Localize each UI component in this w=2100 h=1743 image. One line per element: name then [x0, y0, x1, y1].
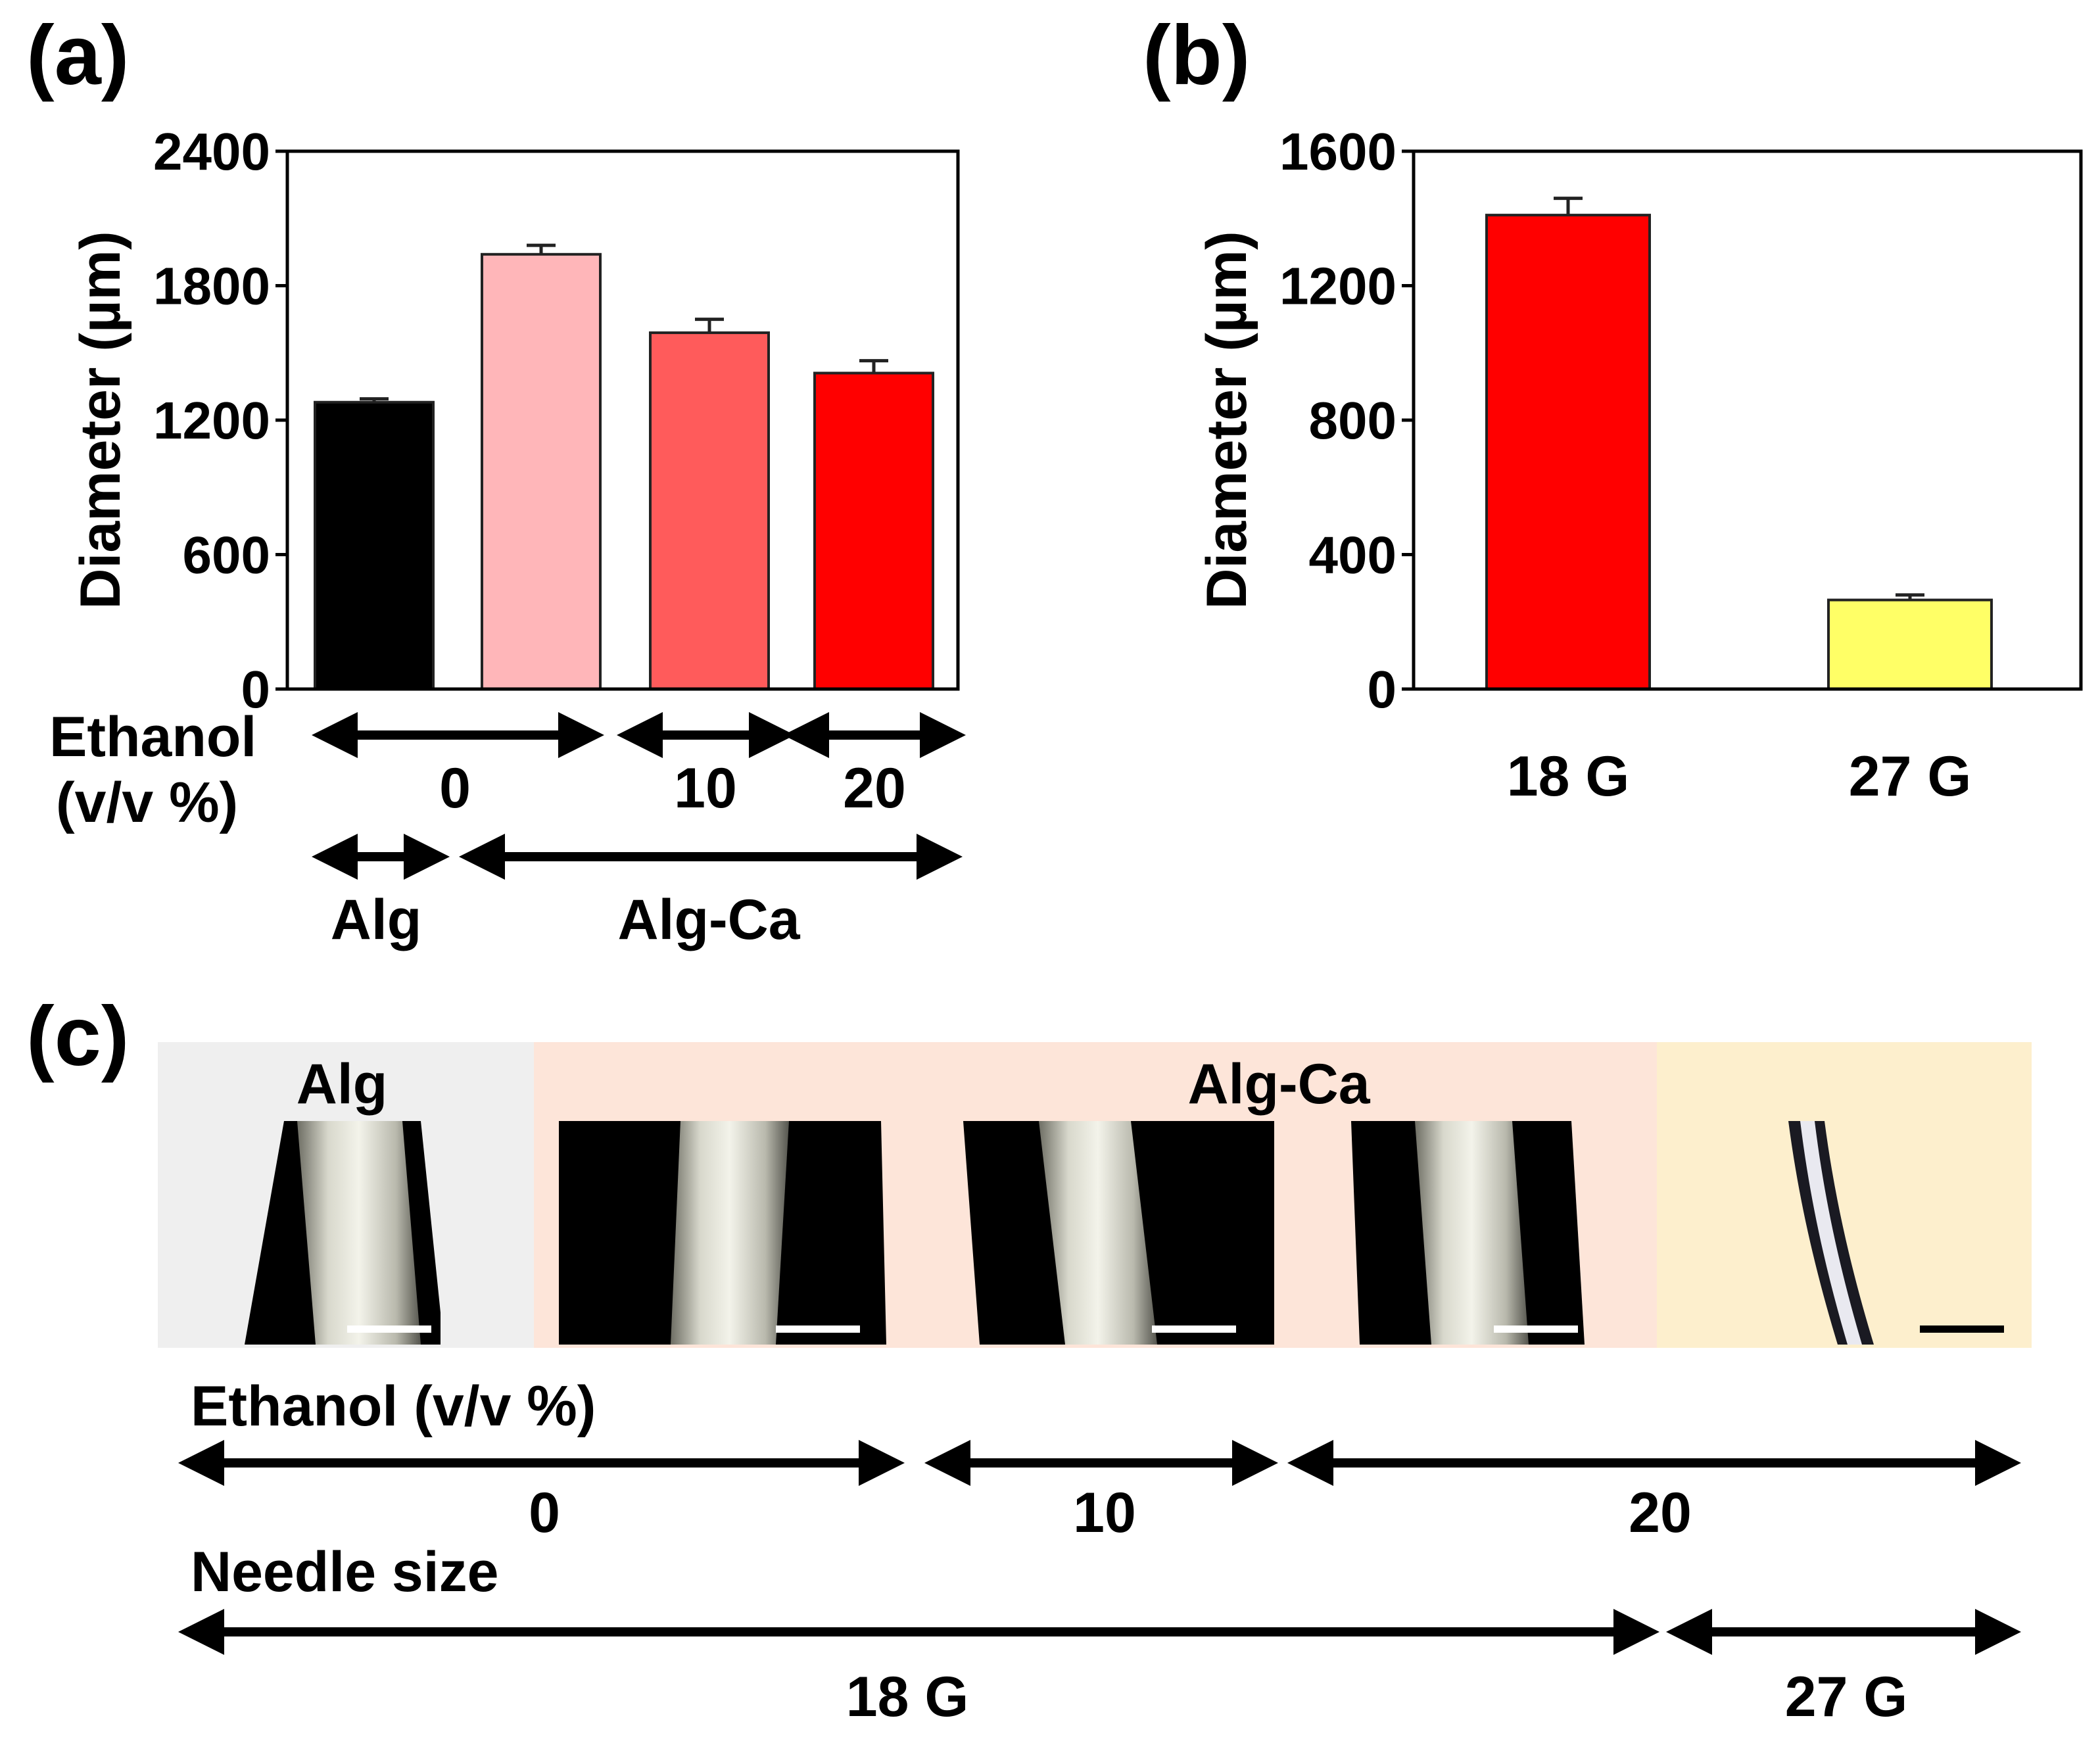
scale-bar [347, 1325, 431, 1333]
scale-bar [1920, 1325, 2004, 1333]
category-label: 27 G [1849, 745, 1971, 808]
panel-c-label: (c) [26, 990, 129, 1084]
material-group-alg-ca: Alg-Ca [617, 888, 800, 951]
plot-frame [1412, 149, 2083, 691]
bar [1827, 598, 1993, 690]
micrograph-group-alg-ca: Alg-Ca [1187, 1053, 1370, 1116]
y-tick-label: 0 [1368, 660, 1397, 719]
y-tick-label: 800 [1309, 391, 1396, 450]
bar [649, 331, 770, 690]
micrograph-alg-ca-10 [952, 1121, 1274, 1345]
category-label: 18 G [1507, 745, 1629, 808]
ethanol-label-line2: (v/v %) [56, 771, 238, 834]
panel-b-label: (b) [1143, 9, 1250, 103]
plot-frame [285, 149, 960, 691]
bar [314, 400, 435, 690]
needle-group-27g: 27 G [1785, 1665, 1907, 1729]
bar [481, 252, 602, 690]
ethanol-group-20: 20 [1629, 1481, 1692, 1544]
panel-a-chart: 0 600 1200 1800 2400 Diameter (µm) [69, 122, 960, 719]
ethanol-group-0: 0 [439, 757, 471, 820]
material-group-alg: Alg [331, 888, 422, 951]
micrograph-group-alg: Alg [297, 1053, 388, 1116]
panel-c-annotations: Ethanol (v/v %) 0 10 20 Needle size 18 G… [178, 1375, 2021, 1729]
ethanol-label-line1: Ethanol [49, 705, 256, 769]
bar [1485, 214, 1651, 690]
micrograph-strip: Alg Alg-Ca [158, 1042, 2032, 1348]
ethanol-group-10: 10 [1073, 1481, 1136, 1544]
y-axis-title: Diameter (µm) [1195, 231, 1258, 609]
bar [813, 371, 934, 690]
y-tick-label: 1200 [1279, 257, 1396, 316]
scale-bar [1152, 1325, 1236, 1333]
panel-a-label: (a) [26, 9, 129, 103]
y-tick-label: 0 [241, 660, 271, 719]
scale-bar [776, 1325, 860, 1333]
y-tick-label: 1800 [153, 257, 270, 316]
needle-size-label: Needle size [191, 1540, 498, 1604]
panel-b-chart: 0 400 800 1200 1600 Diameter (µm) 18 G 27 G [1195, 122, 2083, 808]
micrograph-alg-ca-20 [1347, 1121, 1603, 1345]
y-axis-title: Diameter (µm) [69, 231, 132, 609]
y-tick-label: 400 [1309, 526, 1396, 585]
ethanol-group-20: 20 [843, 757, 906, 820]
ethanol-label: Ethanol (v/v %) [191, 1375, 596, 1438]
needle-group-18g: 18 G [846, 1665, 968, 1729]
ethanol-group-10: 10 [674, 757, 737, 820]
micrograph-alg-0 [227, 1121, 444, 1345]
micrograph-alg-ca-0 [559, 1121, 893, 1345]
scale-bar [1494, 1325, 1578, 1333]
ethanol-group-0: 0 [529, 1481, 560, 1544]
micrograph-27g [1788, 1121, 2004, 1345]
y-tick-label: 600 [183, 526, 270, 585]
y-tick-label: 2400 [153, 122, 270, 181]
y-tick-label: 1200 [153, 391, 270, 450]
y-tick-label: 1600 [1279, 122, 1396, 181]
panel-a-annotations: Ethanol (v/v %) 0 10 20 Alg Alg-Ca [49, 705, 966, 951]
